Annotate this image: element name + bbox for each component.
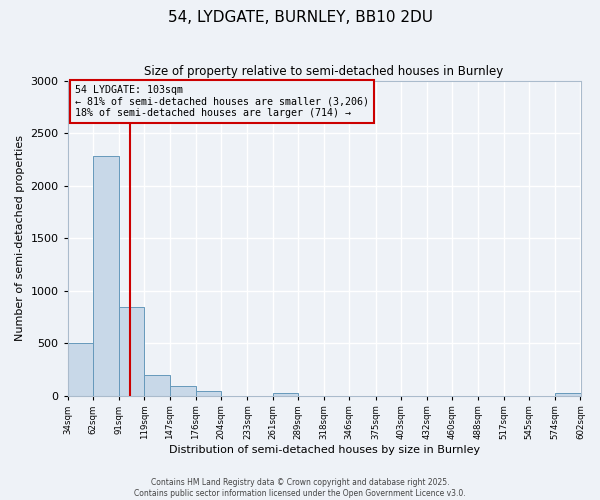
Bar xyxy=(93,156,119,396)
Text: 54, LYDGATE, BURNLEY, BB10 2DU: 54, LYDGATE, BURNLEY, BB10 2DU xyxy=(167,10,433,25)
Title: Size of property relative to semi-detached houses in Burnley: Size of property relative to semi-detach… xyxy=(145,65,504,78)
Bar xyxy=(119,308,145,396)
Bar xyxy=(68,343,93,396)
Bar xyxy=(145,375,170,396)
Bar xyxy=(196,392,221,396)
X-axis label: Distribution of semi-detached houses by size in Burnley: Distribution of semi-detached houses by … xyxy=(169,445,479,455)
Bar xyxy=(170,386,196,396)
Bar xyxy=(272,394,298,396)
Y-axis label: Number of semi-detached properties: Number of semi-detached properties xyxy=(15,135,25,341)
Text: Contains HM Land Registry data © Crown copyright and database right 2025.
Contai: Contains HM Land Registry data © Crown c… xyxy=(134,478,466,498)
Bar xyxy=(555,394,581,396)
Text: 54 LYDGATE: 103sqm
← 81% of semi-detached houses are smaller (3,206)
18% of semi: 54 LYDGATE: 103sqm ← 81% of semi-detache… xyxy=(76,86,370,118)
